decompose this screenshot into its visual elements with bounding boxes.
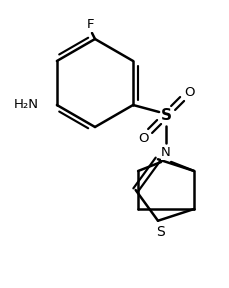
Text: O: O	[137, 132, 148, 145]
Text: S: S	[156, 225, 165, 239]
Text: O: O	[183, 86, 194, 98]
Text: N: N	[161, 147, 170, 160]
Text: H₂N: H₂N	[14, 98, 39, 111]
Text: S: S	[160, 107, 171, 122]
Text: F: F	[87, 18, 94, 31]
